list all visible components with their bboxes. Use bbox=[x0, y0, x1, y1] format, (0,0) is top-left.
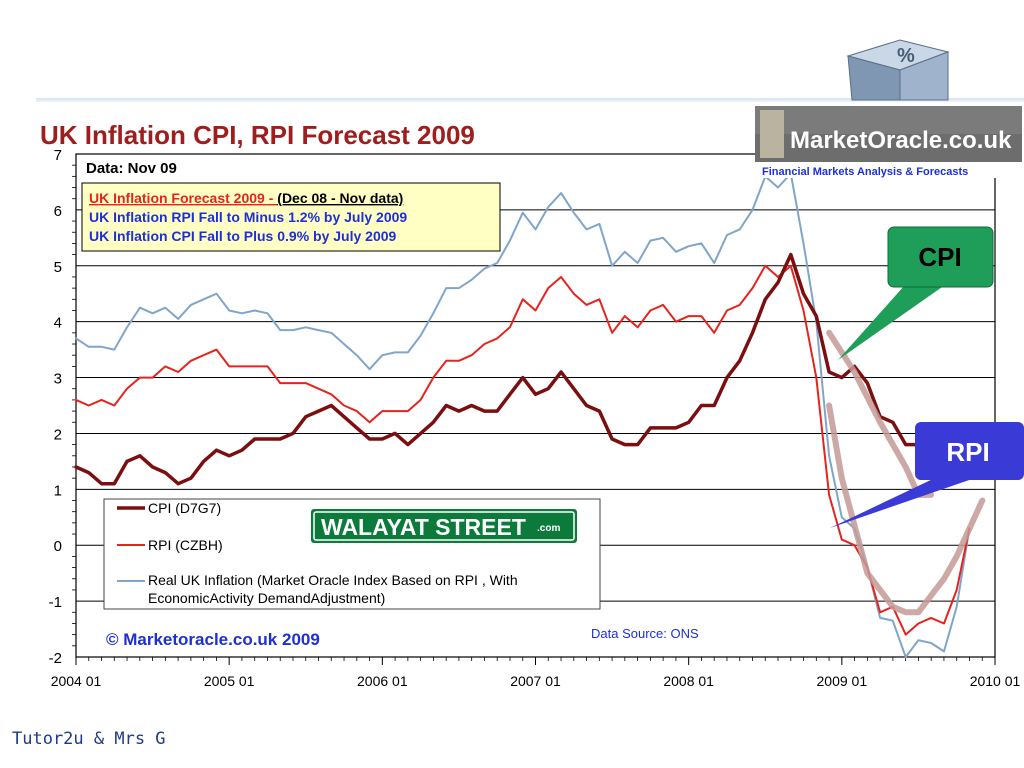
x-tick-label: 2008 01 bbox=[663, 673, 714, 689]
cube-right bbox=[899, 51, 949, 101]
y-tick-label: 3 bbox=[54, 371, 62, 388]
copyright-text: © Marketoracle.co.uk 2009 bbox=[106, 630, 320, 649]
y-tick-label: -2 bbox=[49, 650, 62, 667]
legend-label: Real UK Inflation (Market Oracle Index B… bbox=[148, 572, 518, 606]
y-tick-label: 0 bbox=[54, 538, 62, 555]
forecast-line bbox=[826, 402, 986, 616]
cpi-callout-pointer bbox=[838, 285, 945, 360]
info-box-rpi-line: UK Inflation RPI Fall to Minus 1.2% by J… bbox=[89, 209, 407, 225]
x-tick-label: 2005 01 bbox=[204, 673, 255, 689]
series-line-1 bbox=[75, 264, 971, 636]
y-tick-label: 7 bbox=[54, 147, 62, 164]
percent-cube-icon: % bbox=[846, 39, 950, 101]
y-tick-label: 6 bbox=[54, 203, 62, 220]
info-box-heading: UK Inflation Forecast 2009 - (Dec 08 - N… bbox=[89, 190, 403, 206]
y-tick-label: 1 bbox=[54, 482, 62, 499]
brand-sign-text: WALAYAT STREET bbox=[321, 514, 526, 540]
logo-tagline-bg bbox=[755, 162, 1022, 178]
info-box bbox=[81, 182, 501, 252]
cpi-callout-box bbox=[887, 226, 994, 288]
market-oracle-logo: MarketOracle.co.uk Financial Markets Anal… bbox=[755, 106, 1022, 178]
inflation-chart: UK Inflation CPI, RPI Forecast 2009 -2 -1 0… bbox=[40, 39, 1024, 689]
rpi-callout-box bbox=[915, 422, 1024, 480]
y-tick-label: 4 bbox=[54, 315, 62, 332]
brand-sign-suffix: .com bbox=[537, 523, 560, 534]
legend-label: CPI (D7G7) bbox=[148, 500, 221, 516]
rpi-callout-label: RPI bbox=[946, 437, 989, 467]
brand-sign-border bbox=[313, 511, 575, 541]
series-line-2 bbox=[75, 172, 971, 658]
logo-banner-shine bbox=[755, 106, 1022, 134]
y-tick-label: -1 bbox=[49, 594, 62, 611]
percent-glyph: % bbox=[897, 45, 915, 67]
legend-label-line: Real UK Inflation (Market Oracle Index B… bbox=[148, 572, 518, 588]
x-tick-label: 2010 01 bbox=[970, 673, 1021, 689]
x-tick-label: 2007 01 bbox=[510, 673, 561, 689]
logo-tagline: Financial Markets Analysis & Forecasts bbox=[762, 166, 968, 178]
footer-credit: Tutor2u & Mrs G bbox=[12, 729, 166, 749]
logo-name: MarketOracle.co.uk bbox=[790, 127, 1012, 154]
x-tick-label: 2004 01 bbox=[51, 673, 102, 689]
cpi-callout-label: CPI bbox=[918, 242, 961, 272]
chart-title: UK Inflation CPI, RPI Forecast 2009 bbox=[40, 120, 475, 150]
data-source: Data Source: ONS bbox=[591, 626, 699, 641]
y-tick-label: 5 bbox=[54, 259, 62, 276]
info-box-heading-red: UK Inflation Forecast 2009 - bbox=[89, 190, 277, 206]
legend-label-line: EconomicActivity DemandAdjustment) bbox=[148, 590, 385, 606]
rpi-callout-pointer bbox=[830, 478, 975, 528]
data-note: Data: Nov 09 bbox=[86, 160, 177, 177]
brand-sign bbox=[311, 509, 577, 543]
info-box-cpi-line: UK Inflation CPI Fall to Plus 0.9% by Ju… bbox=[89, 228, 397, 244]
legend-label: RPI (CZBH) bbox=[148, 537, 223, 553]
info-box-heading-black: (Dec 08 - Nov data) bbox=[277, 190, 403, 206]
x-tick-label: 2006 01 bbox=[357, 673, 408, 689]
y-tick-label: 2 bbox=[54, 426, 62, 443]
logo-statue-icon bbox=[760, 110, 784, 158]
series-line-0 bbox=[74, 252, 946, 486]
x-tick-label: 2009 01 bbox=[817, 673, 868, 689]
slide-divider bbox=[36, 98, 1024, 102]
